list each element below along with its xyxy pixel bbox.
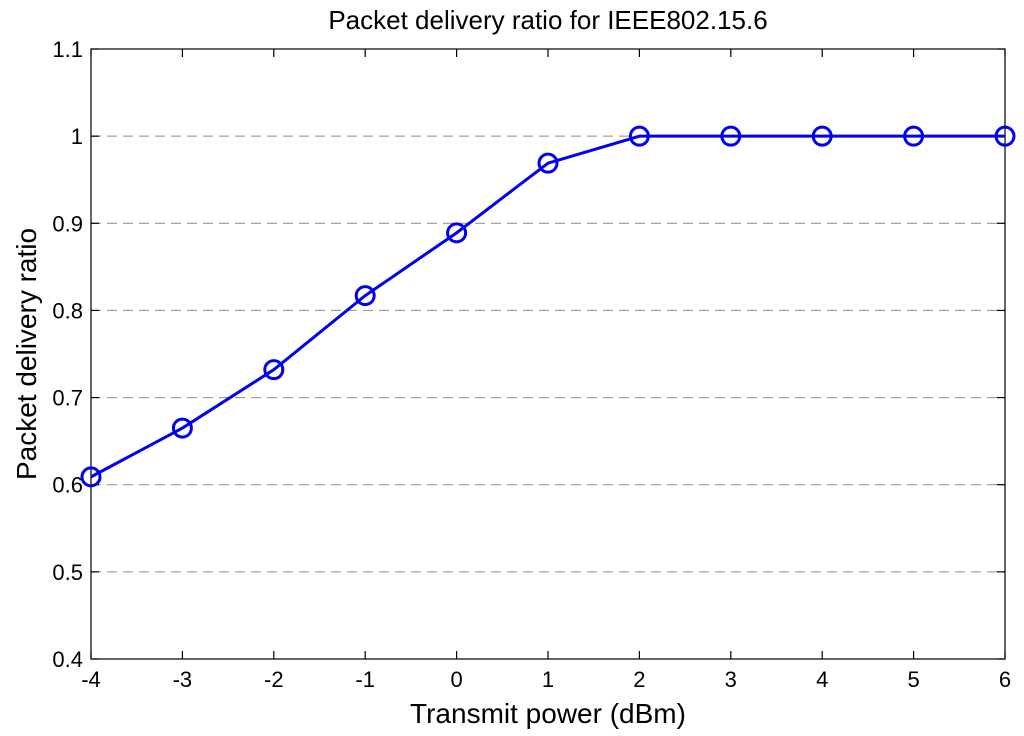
plot-area-frame	[90, 48, 1006, 660]
x-tick-label: -4	[81, 667, 101, 692]
axis-ticks: 0.4 0.5 0.6 0.7 0.8 0.9 1 1.1 -4 -3 -2 -1 0 1 2 3 4 5 6	[52, 37, 1011, 692]
chart-title: Packet delivery ratio for IEEE802.15.6	[328, 5, 767, 35]
x-tick-label: -3	[173, 667, 193, 692]
y-tick-label: 0.9	[52, 211, 83, 236]
x-tick-label: -2	[264, 667, 284, 692]
y-tick-label: 0.7	[52, 386, 83, 411]
y-tick-label: 0.5	[52, 560, 83, 585]
x-tick-label: 4	[816, 667, 828, 692]
x-tick-label: 3	[725, 667, 737, 692]
x-tick-label: 0	[450, 667, 462, 692]
data-point-marker	[994, 125, 1016, 147]
data-point-marker	[263, 359, 285, 381]
data-point-marker	[80, 466, 102, 488]
y-tick-label: 1.1	[52, 37, 83, 62]
x-tick-label: 5	[907, 667, 919, 692]
data-point-marker	[171, 417, 193, 439]
data-point-marker	[628, 125, 650, 147]
y-axis-label: Packet delivery ratio	[11, 228, 42, 480]
data-point-marker	[811, 125, 833, 147]
y-tick-label: 1	[71, 124, 83, 149]
data-point-marker	[446, 222, 468, 244]
x-tick-label: 2	[633, 667, 645, 692]
y-tick-label: 0.6	[52, 473, 83, 498]
x-axis-label: Transmit power (dBm)	[410, 698, 686, 729]
x-tick-label: -1	[355, 667, 375, 692]
series-line	[90, 134, 1005, 479]
data-point-marker	[537, 152, 559, 174]
data-point-marker	[720, 125, 742, 147]
y-tick-label: 0.4	[52, 647, 83, 672]
data-point-marker	[903, 125, 925, 147]
series-layer	[80, 125, 1016, 488]
data-point-marker	[354, 285, 376, 307]
x-tick-label: 6	[999, 667, 1011, 692]
x-tick-label: 1	[542, 667, 554, 692]
grid-lines	[91, 135, 1005, 573]
y-tick-label: 0.8	[52, 298, 83, 323]
